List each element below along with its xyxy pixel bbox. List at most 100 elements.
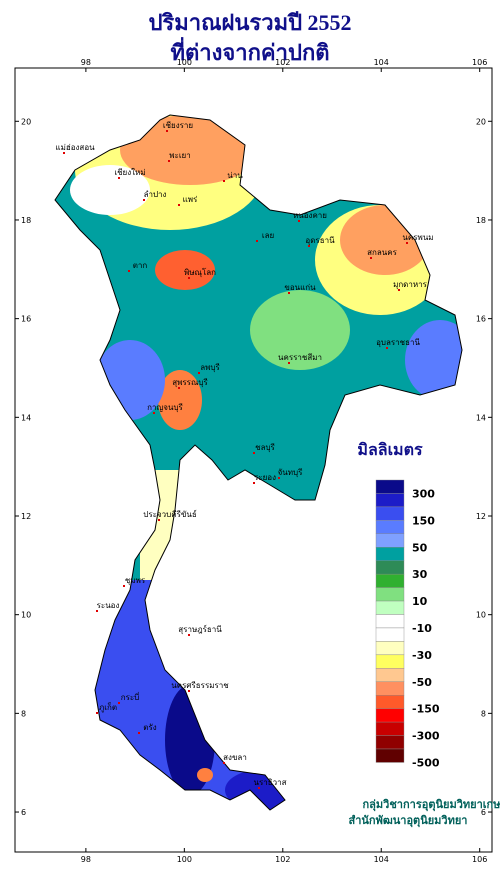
- place-label: เชียงราย: [163, 121, 193, 130]
- lat-label: 14: [21, 413, 31, 422]
- place-label: นครศรีธรรมราช: [171, 681, 229, 690]
- credit: กลุ่มวิชาการอุตุนิยมวิทยาเกษตร: [363, 798, 500, 812]
- station: [168, 160, 170, 162]
- lat-label: 10: [21, 611, 31, 620]
- station: [223, 180, 225, 182]
- place-label: สงขลา: [223, 753, 247, 762]
- place-label: นครราชสีมา: [278, 353, 322, 362]
- legend-label: -10: [412, 622, 432, 635]
- lon-label: 98: [81, 855, 91, 864]
- station: [288, 362, 290, 364]
- station: [308, 245, 310, 247]
- legend-swatch: [375, 681, 405, 696]
- place-label: น่าน: [227, 171, 243, 180]
- lon-label: 106: [472, 58, 487, 67]
- station: [188, 690, 190, 692]
- place-label: สุราษฎร์ธานี: [178, 624, 222, 634]
- place-label: อุบลราชธานี: [376, 338, 420, 347]
- station: [198, 372, 200, 374]
- station: [166, 130, 168, 132]
- legend-label: -500: [412, 756, 440, 769]
- station: [188, 277, 190, 279]
- place-label: พะเยา: [169, 151, 190, 160]
- lon-label: 104: [374, 855, 389, 864]
- station: [96, 712, 98, 714]
- legend-label: 50: [412, 541, 428, 554]
- legend-label: 10: [412, 595, 428, 608]
- legend-swatch: [375, 573, 405, 588]
- legend-swatch: [375, 493, 405, 508]
- place-label: ภูเก็ต: [99, 702, 117, 713]
- lat-label: 10: [476, 611, 486, 620]
- title: ปริมาณฝนรวมปี 2552: [148, 10, 351, 35]
- station: [223, 762, 225, 764]
- legend-swatch: [375, 479, 405, 494]
- place-label: กระบี่: [121, 691, 140, 702]
- place-label: ระยอง: [254, 473, 276, 482]
- lat-label: 12: [476, 512, 486, 521]
- legend-label: -300: [412, 730, 440, 743]
- subtitle: ที่ต่างจากค่าปกติ: [170, 36, 329, 65]
- place-label: ตรัง: [143, 723, 156, 732]
- lat-label: 20: [476, 117, 486, 126]
- station: [158, 519, 160, 521]
- station: [258, 787, 260, 789]
- station: [178, 204, 180, 206]
- legend-swatch: [375, 735, 405, 750]
- place-label: สกลนคร: [367, 248, 397, 257]
- place-label: ลำปาง: [144, 190, 167, 199]
- station: [128, 270, 130, 272]
- legend-title: มิลลิเมตร: [357, 440, 423, 459]
- place-label: จันทบุรี: [278, 468, 304, 477]
- place-label: แม่ฮ่องสอน: [55, 143, 95, 152]
- legend-label: -50: [412, 676, 432, 689]
- legend-label: -150: [412, 703, 440, 716]
- lon-label: 102: [275, 58, 290, 67]
- lat-label: 8: [21, 709, 26, 718]
- place-label: สุพรรณบุรี: [172, 378, 208, 387]
- place-label: แพร่: [183, 195, 198, 204]
- legend-swatch: [375, 695, 405, 709]
- legend-swatch: [375, 614, 405, 629]
- station: [386, 347, 388, 349]
- station: [153, 412, 155, 414]
- station: [253, 452, 255, 454]
- lat-label: 14: [476, 413, 486, 422]
- place-label: หนองคาย: [293, 211, 327, 220]
- legend-swatch: [375, 587, 405, 602]
- place-label: ชลบุรี: [255, 443, 275, 452]
- station: [178, 387, 180, 389]
- place-label: ระนอง: [97, 601, 120, 610]
- station: [406, 242, 408, 244]
- station: [138, 732, 140, 734]
- legend-swatch: [375, 560, 405, 575]
- place-label: เชียงใหม่: [114, 168, 145, 177]
- place-label: นครพนม: [402, 233, 433, 242]
- lat-label: 18: [476, 216, 486, 225]
- legend-label: 150: [412, 514, 435, 527]
- legend-swatch: [375, 547, 405, 561]
- station: [256, 240, 258, 242]
- station: [253, 482, 255, 484]
- lat-label: 6: [481, 808, 486, 817]
- lon-label: 102: [275, 855, 290, 864]
- credit: สำนักพัฒนาอุตุนิยมวิทยา: [349, 814, 468, 828]
- legend-swatch: [375, 668, 405, 682]
- legend-swatch: [375, 627, 405, 642]
- legend-label: 30: [412, 568, 428, 581]
- lon-label: 100: [177, 58, 192, 67]
- legend-swatch: [375, 748, 405, 763]
- lon-label: 106: [472, 855, 487, 864]
- legend-swatch: [375, 654, 405, 669]
- place-label: พิษณุโลก: [184, 267, 216, 277]
- lat-label: 18: [21, 216, 31, 225]
- station: [118, 177, 120, 179]
- legend-swatch: [375, 708, 405, 723]
- station: [188, 634, 190, 636]
- station: [96, 610, 98, 612]
- station: [118, 702, 120, 704]
- station: [370, 257, 372, 259]
- station: [298, 220, 300, 222]
